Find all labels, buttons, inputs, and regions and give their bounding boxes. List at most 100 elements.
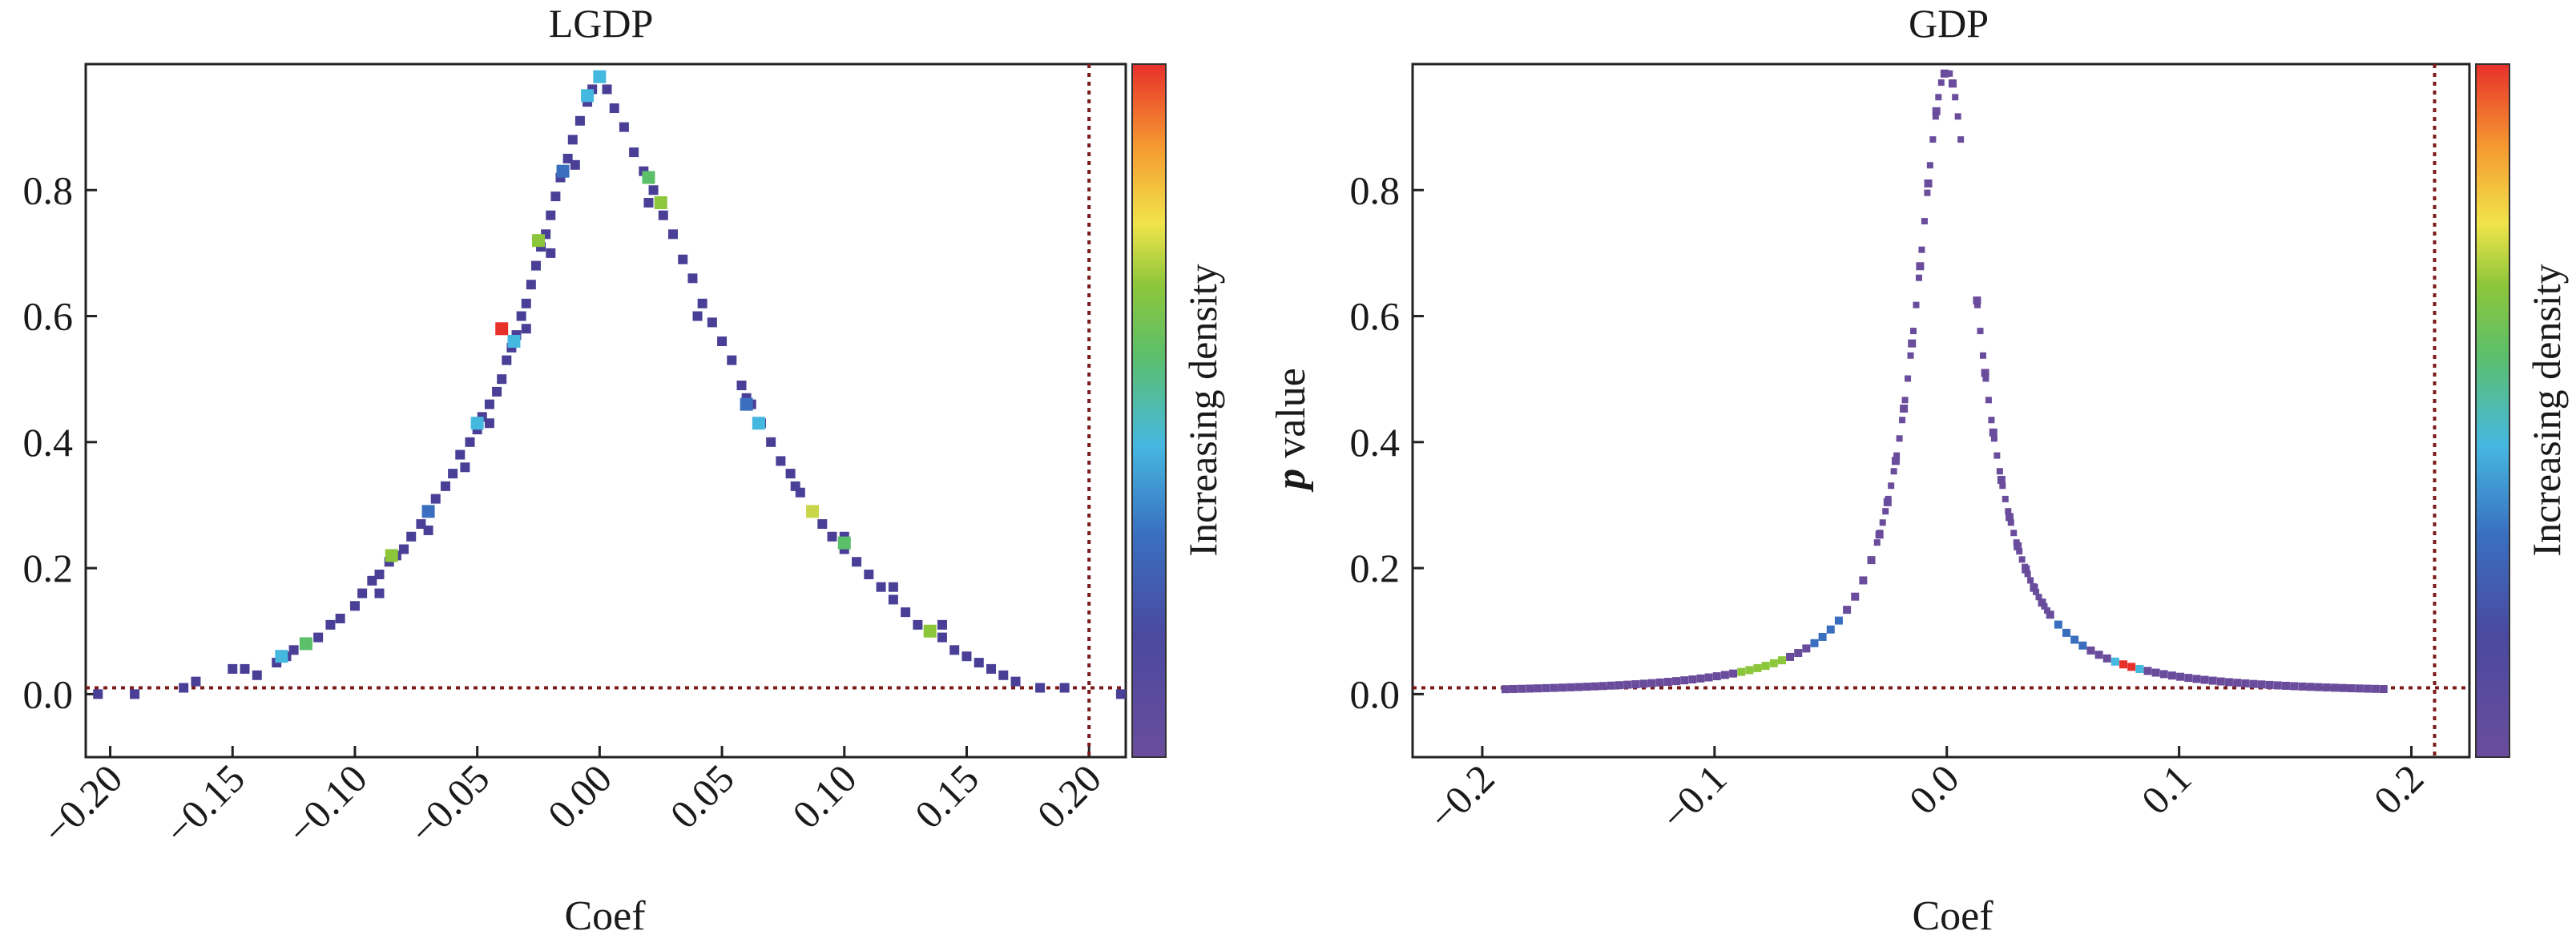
lgdp-title: LGDP [549,1,654,46]
gdp-panel: GDP 0.0 0.2 0.4 0.6 0.8 −0.2 −0.1 0.0 0.1 0.2 p v… [1268,1,2569,939]
gdp-point [1680,676,1689,685]
gdp-point [2102,654,2111,663]
lgdp-colorbar-label: Increasing density [1180,264,1225,556]
gdp-point [1729,669,1738,678]
gdp-point [2062,628,2071,637]
gdp-point [1974,301,1981,308]
gdp-point [1737,667,1746,676]
gdp-point [1952,94,1959,101]
gdp-point [2010,530,2018,537]
lgdp-point [1035,683,1046,693]
gdp-point [2013,539,2020,546]
lgdp-point [876,582,886,592]
lgdp-xtick-label: 0.10 [784,756,865,836]
gdp-point [1885,495,1892,502]
gdp-point [2249,679,2258,688]
gdp-point [1663,678,1672,687]
lgdp-point [526,280,536,290]
gdp-point [1655,678,1664,687]
gdp-point [1901,397,1909,404]
lgdp-xtick-label: 0.00 [539,756,620,836]
lgdp-point [484,399,494,409]
gdp-point [2046,611,2054,618]
lgdp-point-dense [654,196,667,209]
lgdp-point [497,374,507,385]
gdp-point [1794,649,1803,658]
gdp-point [1590,682,1599,691]
gdp-point [1993,452,2001,459]
lgdp-point [766,437,776,447]
gdp-point [1834,616,1843,625]
lgdp-xtick-label: 0.05 [661,756,742,836]
lgdp-point [609,103,619,114]
lgdp-point [550,191,561,202]
gdp-point [1997,475,2006,484]
lgdp-point [130,689,140,699]
gdp-point [1598,682,1607,691]
lgdp-point-dense [642,171,655,184]
gdp-point [1905,375,1912,382]
gdp-point [2110,657,2119,666]
gdp-point [1977,328,1984,335]
lgdp-xtick-label: 0.15 [906,756,987,836]
gdp-point [2014,542,2022,550]
gdp-point [2224,678,2233,687]
gdp-plot-area: 0.0 0.2 0.4 0.6 0.8 −0.2 −0.1 0.0 0.1 0.2 [1350,62,2471,839]
gdp-colorbar [2475,63,2510,758]
gdp-title: GDP [1909,1,1989,46]
gdp-point [1981,369,1989,377]
gdp-point [2273,681,2282,690]
lgdp-point [521,298,531,308]
lgdp-point [465,437,475,447]
lgdp-point [785,469,796,479]
gdp-point [1988,417,1995,424]
gdp-point [2265,680,2274,689]
gdp-point [1720,671,1729,679]
gdp-point [2022,563,2029,570]
gdp-point [1932,113,1939,120]
gdp-point [2024,570,2031,578]
lgdp-point [423,525,433,535]
gdp-xtick-label: −0.2 [1420,756,1503,839]
gdp-ytick-label: 0.6 [1350,294,1401,339]
gdp-point [1924,189,1931,196]
gdp-point [1704,673,1713,682]
lgdp-point [335,614,345,623]
lgdp-xtick-label: −0.10 [278,756,375,852]
lgdp-point [228,663,238,674]
lgdp-point [1010,676,1021,687]
gdp-point [1935,94,1942,101]
lgdp-point [852,557,862,567]
gdp-point [2033,588,2040,595]
gdp-point [1973,296,1981,305]
lgdp-point [888,582,898,592]
gdp-point [2006,513,2014,522]
lgdp-xtick-label: −0.15 [156,756,253,852]
gdp-point [2257,680,2266,689]
gdp-point [1501,685,1510,694]
gdp-ylabel: p value [1268,368,1314,493]
lgdp-point [692,311,703,321]
gdp-point [1786,652,1795,661]
gdp-point [2016,548,2023,555]
lgdp-point [521,324,531,334]
gdp-xlabel: Coef [1912,893,1993,939]
gdp-point [1558,683,1566,692]
gdp-point [1777,656,1786,665]
gdp-point [1574,683,1583,691]
gdp-point [2070,635,2079,644]
gdp-point [2043,607,2050,614]
gdp-point [2200,675,2209,684]
gdp-point [2119,660,2128,669]
gdp-ylabel-value: value [1268,368,1314,458]
gdp-point [2007,519,2014,526]
gdp-point [2192,675,2201,683]
lgdp-point-dense [593,70,607,83]
lgdp-plot-area: 0.0 0.2 0.4 0.6 0.8 −0.20 −0.15 −0.10 −0.05 0.00 0… [23,62,1127,853]
gdp-point [1542,683,1550,692]
lgdp-point-dense [581,89,595,103]
gdp-point [1982,375,1989,382]
gdp-point [2184,674,2193,683]
lgdp-point [252,670,262,680]
lgdp-ytick-label: 0.0 [23,671,74,716]
